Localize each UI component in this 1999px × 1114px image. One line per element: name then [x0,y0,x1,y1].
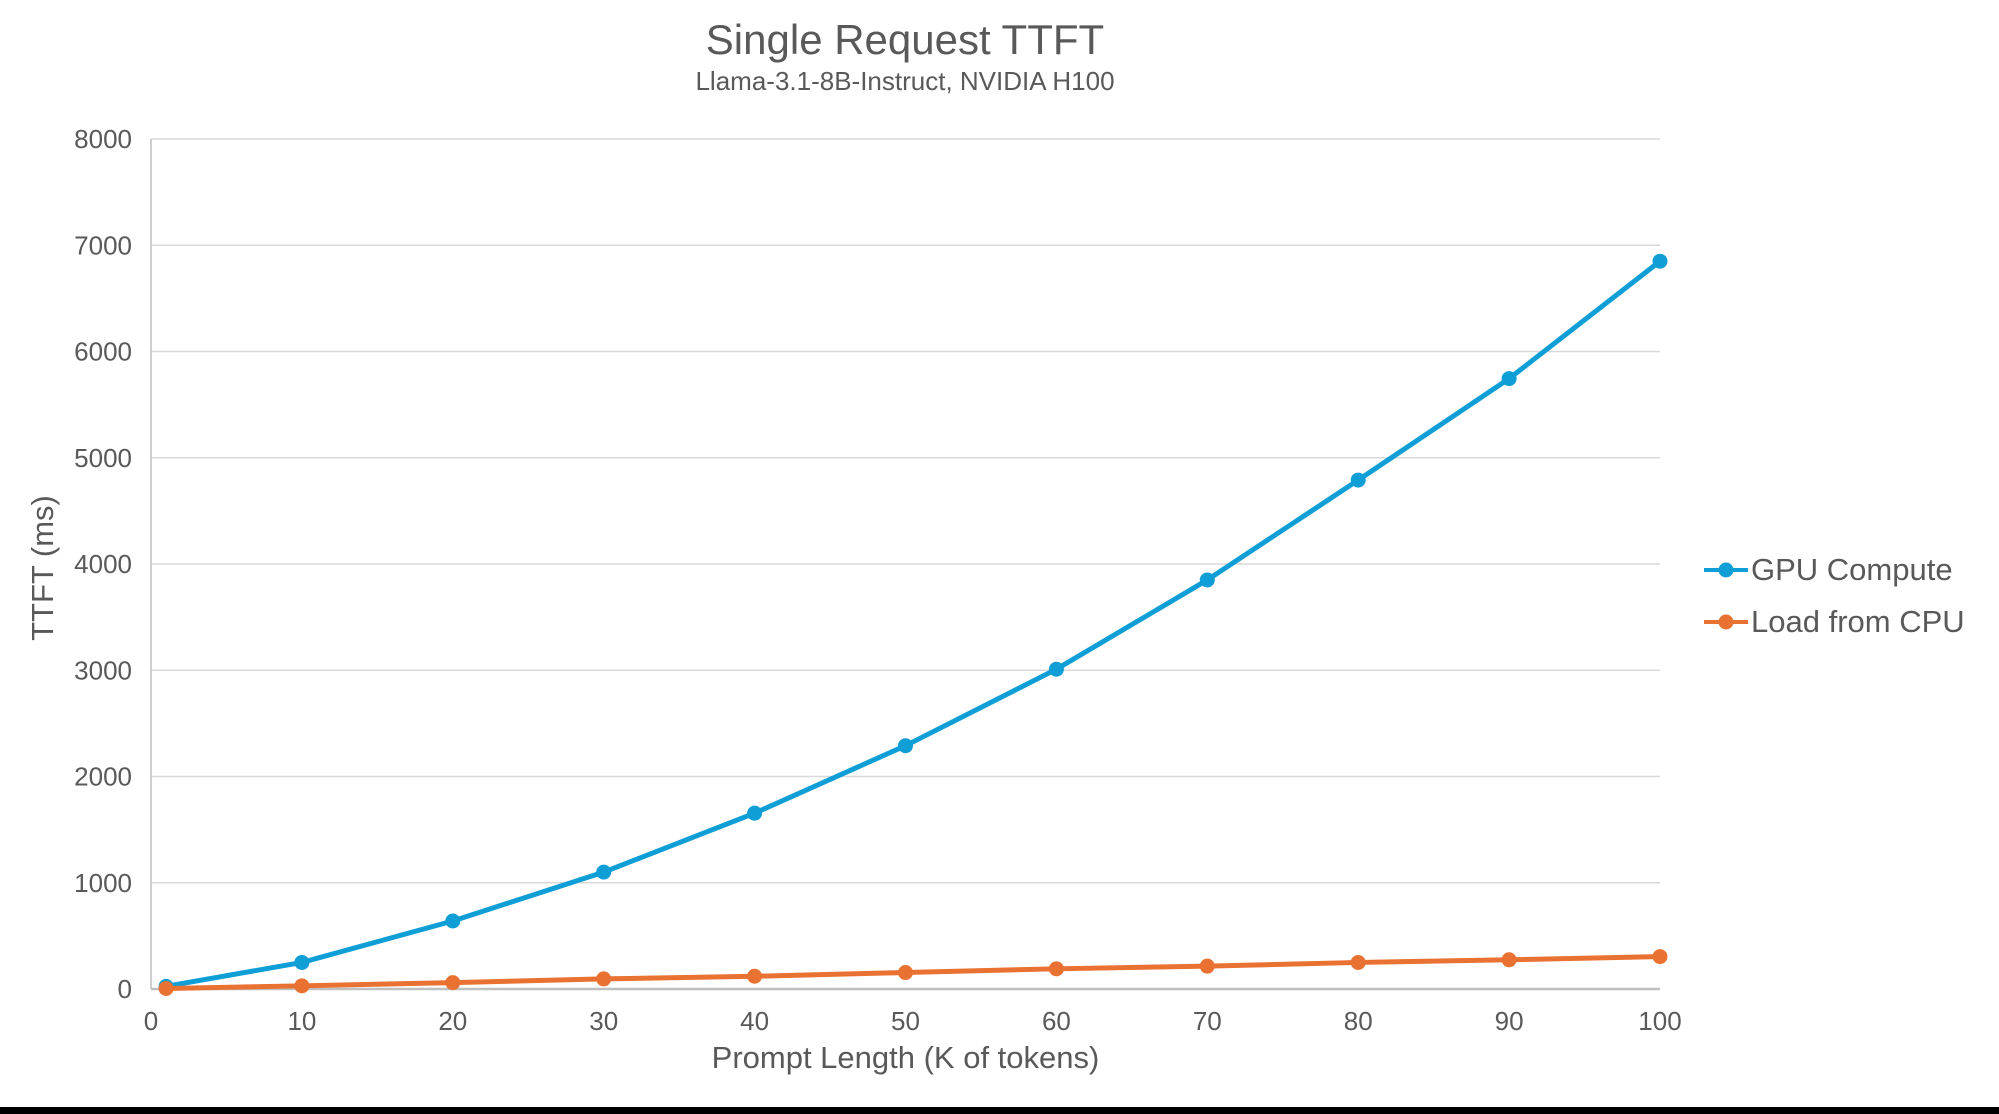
x-tick-label-70: 70 [1193,1006,1222,1036]
data-point-load-from-cpu-x50 [898,965,913,981]
chart-subtitle: Llama-3.1-8B-Instruct, NVIDIA H100 [695,66,1115,96]
x-tick-label-80: 80 [1344,1006,1373,1036]
data-point-gpu-compute-x60 [1048,661,1064,677]
y-tick-label-6000: 6000 [74,337,132,367]
y-tick-label-2000: 2000 [74,762,132,792]
data-point-gpu-compute-x100 [1652,253,1668,269]
x-tick-label-20: 20 [438,1006,467,1036]
data-point-load-from-cpu-x1 [158,980,174,996]
legend-item-load-from-cpu: Load from CPU [1703,604,1965,640]
y-axis-title: TTFT (ms) [25,495,60,641]
data-point-gpu-compute-x50 [898,738,913,754]
data-point-load-from-cpu-x60 [1048,961,1064,977]
y-tick-label-7000: 7000 [74,230,132,260]
legend: GPU Compute Load from CPU [1703,552,1965,640]
data-point-load-from-cpu-x80 [1350,954,1366,970]
y-tick-label-5000: 5000 [74,443,132,473]
legend-label-load-from-cpu: Load from CPU [1751,604,1965,639]
legend-marker-load-from-cpu-icon [1704,614,1748,630]
legend-item-gpu-compute: GPU Compute [1703,552,1965,588]
chart-title: Single Request TTFT [705,16,1105,63]
legend-marker-gpu-compute-icon [1704,562,1748,578]
x-tick-label-30: 30 [589,1006,618,1036]
series-line-gpu-compute [163,258,1663,989]
data-point-gpu-compute-x80 [1350,472,1366,488]
x-tick-label-10: 10 [287,1006,316,1036]
data-point-load-from-cpu-x20 [445,975,461,991]
y-tick-label-4000: 4000 [74,549,132,579]
data-point-gpu-compute-x70 [1199,572,1215,588]
legend-label-gpu-compute: GPU Compute [1751,552,1953,587]
data-point-load-from-cpu-x90 [1501,952,1517,968]
data-point-load-from-cpu-x70 [1199,958,1215,974]
data-point-load-from-cpu-x40 [747,968,763,984]
x-tick-label-90: 90 [1495,1006,1524,1036]
x-axis-title: Prompt Length (K of tokens) [711,1040,1100,1075]
data-point-gpu-compute-x20 [445,913,461,929]
y-tick-label-0: 0 [118,974,132,1004]
x-tick-label-50: 50 [891,1006,920,1036]
data-point-gpu-compute-x40 [747,805,763,821]
data-point-gpu-compute-x90 [1501,371,1517,387]
data-point-gpu-compute-x10 [294,954,310,970]
y-tick-label-3000: 3000 [74,655,132,685]
data-point-load-from-cpu-x10 [294,978,310,994]
y-tick-label-8000: 8000 [74,124,132,154]
y-tick-label-1000: 1000 [74,868,132,898]
data-point-gpu-compute-x30 [596,864,612,880]
bottom-edge-bar [0,1107,1999,1114]
data-point-load-from-cpu-x30 [596,971,612,987]
data-point-load-from-cpu-x100 [1652,949,1668,965]
x-tick-label-0: 0 [144,1006,158,1036]
x-tick-label-60: 60 [1042,1006,1071,1036]
series-line-load-from-cpu [163,954,1663,991]
x-tick-label-100: 100 [1638,1006,1681,1036]
x-tick-label-40: 40 [740,1006,769,1036]
